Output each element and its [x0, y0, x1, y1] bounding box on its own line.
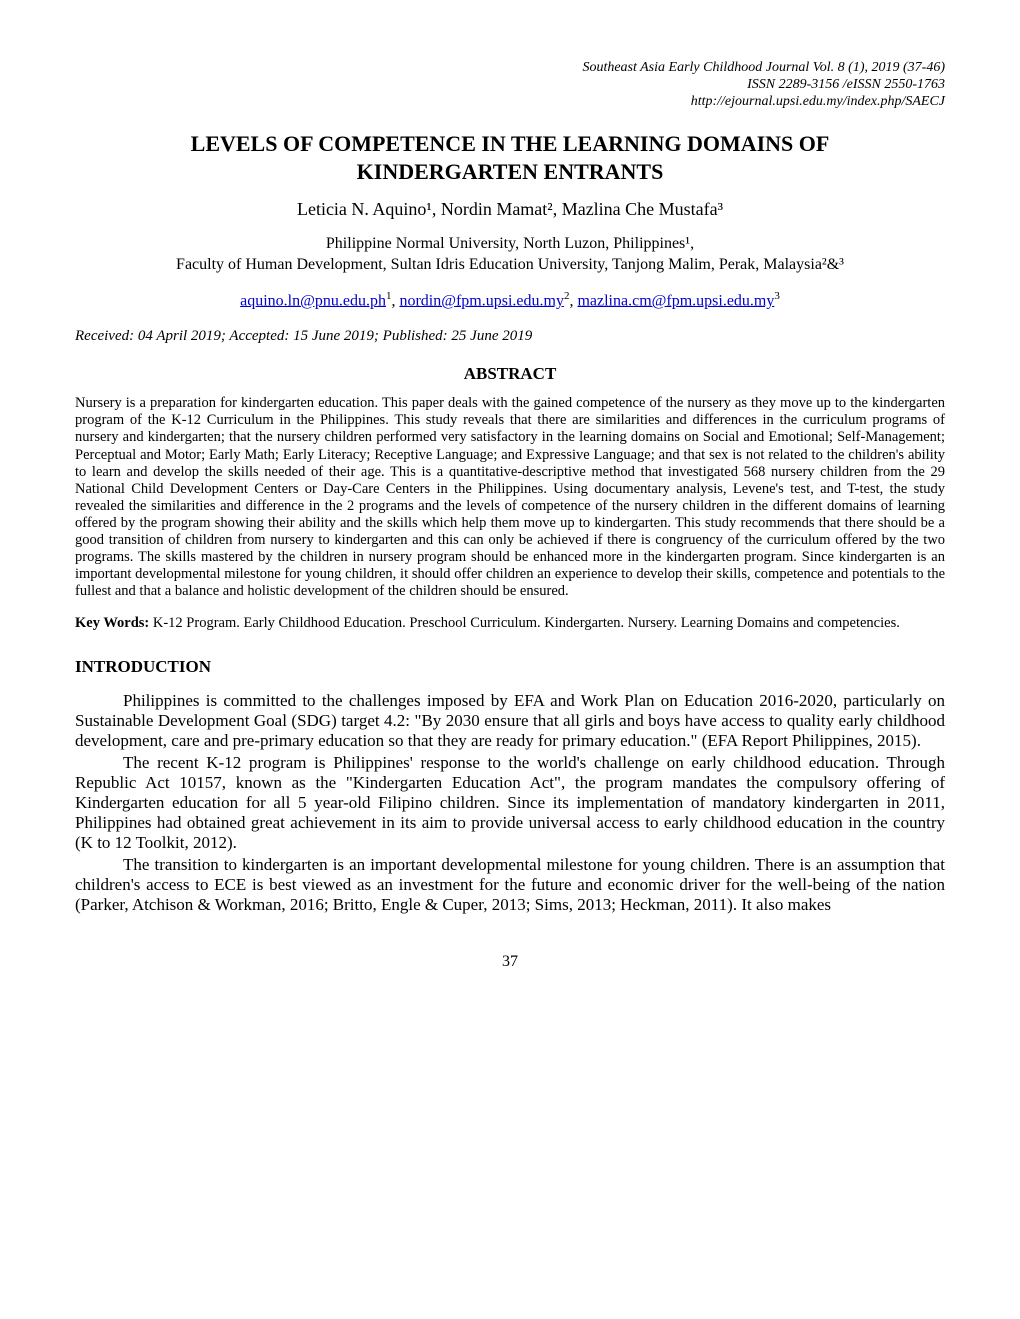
intro-paragraph-1: Philippines is committed to the challeng…: [75, 691, 945, 751]
journal-title-line: Southeast Asia Early Childhood Journal V…: [75, 60, 945, 77]
journal-header: Southeast Asia Early Childhood Journal V…: [75, 60, 945, 110]
title-line-2: KINDERGARTEN ENTRANTS: [75, 158, 945, 186]
journal-url-line: http://ejournal.upsi.edu.my/index.php/SA…: [75, 94, 945, 111]
email-link-2[interactable]: nordin@fpm.upsi.edu.my: [399, 292, 564, 309]
authors: Leticia N. Aquino¹, Nordin Mamat², Mazli…: [75, 199, 945, 220]
keywords: Key Words: K-12 Program. Early Childhood…: [75, 615, 945, 632]
email-link-3[interactable]: mazlina.cm@fpm.upsi.edu.my: [577, 292, 774, 309]
email-link-1[interactable]: aquino.ln@pnu.edu.ph: [240, 292, 386, 309]
issn-line: ISSN 2289-3156 /eISSN 2550-1763: [75, 77, 945, 94]
affiliation-1: Philippine Normal University, North Luzo…: [75, 234, 945, 255]
paper-title: LEVELS OF COMPETENCE IN THE LEARNING DOM…: [75, 130, 945, 185]
affiliations: Philippine Normal University, North Luzo…: [75, 234, 945, 276]
author-emails: aquino.ln@pnu.edu.ph1, nordin@fpm.upsi.e…: [75, 290, 945, 311]
intro-paragraph-2: The recent K-12 program is Philippines' …: [75, 753, 945, 853]
received-dates: Received: 04 April 2019; Accepted: 15 Ju…: [75, 328, 945, 345]
keywords-label: Key Words:: [75, 615, 149, 631]
affiliation-2: Faculty of Human Development, Sultan Idr…: [75, 255, 945, 276]
abstract-heading: ABSTRACT: [75, 364, 945, 384]
keywords-text: K-12 Program. Early Childhood Education.…: [149, 615, 900, 631]
introduction-heading: INTRODUCTION: [75, 657, 945, 677]
intro-paragraph-3: The transition to kindergarten is an imp…: [75, 855, 945, 915]
page-number: 37: [75, 953, 945, 971]
email-sup-3: 3: [774, 290, 780, 302]
abstract-body: Nursery is a preparation for kindergarte…: [75, 395, 945, 600]
title-line-1: LEVELS OF COMPETENCE IN THE LEARNING DOM…: [75, 130, 945, 158]
